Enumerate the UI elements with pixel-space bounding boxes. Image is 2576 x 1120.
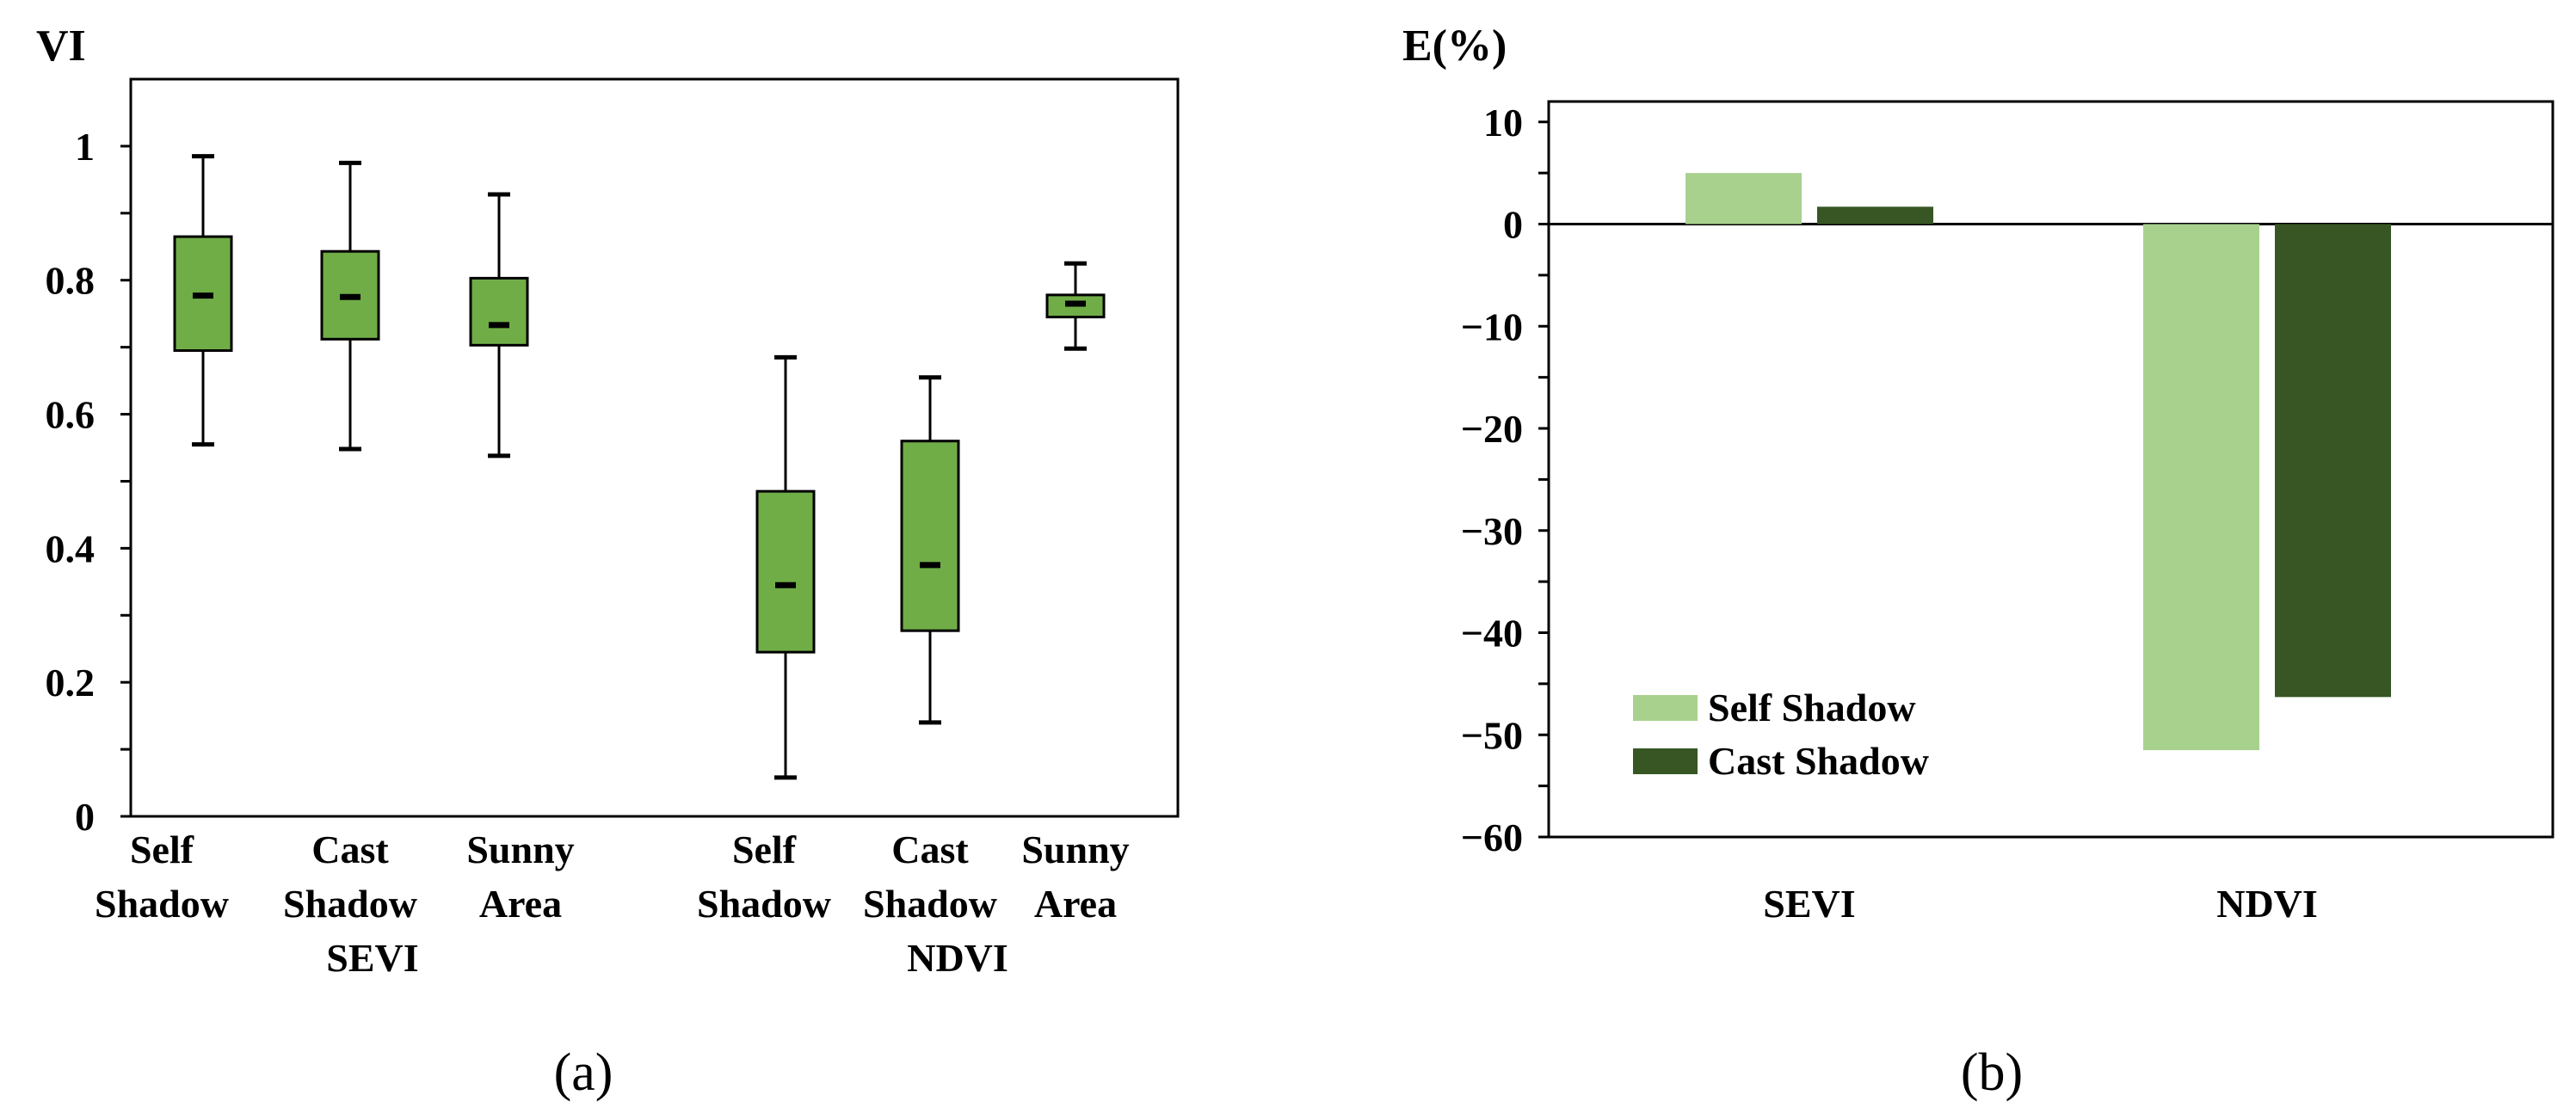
panel-a-y-tick-label: 0.6: [46, 393, 96, 437]
panel-a-x-tick-label: Self Shadow: [95, 828, 229, 926]
panel-a-caption: (a): [554, 1043, 613, 1102]
panel-b-y-tick-label: −20: [1461, 407, 1523, 451]
box-iqr: [1045, 293, 1106, 319]
box-ndvi-cast-shadow: [900, 375, 960, 725]
panel-a-y-tick-label: 0.2: [46, 661, 96, 705]
panel-b-y-tick-label: −30: [1461, 509, 1523, 553]
panel-b-y-tick-label: −50: [1461, 713, 1523, 757]
bar-ndvi-self-shadow: [2143, 224, 2259, 751]
panel-a-x-tick-label: Cast Shadow: [863, 828, 997, 926]
panel-b-legend: Self Shadow Cast Shadow: [1633, 686, 1929, 783]
panel-a-x-tick-label: Cast Shadow: [283, 828, 417, 926]
legend-label-self-shadow: Self Shadow: [1708, 686, 1916, 729]
box-ndvi-self-shadow: [755, 354, 816, 780]
panel-a-y-tick-label: 0.4: [46, 526, 96, 570]
panel-b-y-tick-label: 10: [1483, 101, 1523, 145]
panel-b-ylabel: E(%): [1402, 22, 1507, 71]
panel-b-y-tick-label: −40: [1461, 612, 1523, 655]
panel-a-boxes: [173, 154, 1106, 780]
panel-b-y-tick-label: 0: [1503, 203, 1523, 247]
bar-sevi-self-shadow: [1685, 173, 1802, 225]
panel-b-bars: [1685, 173, 2391, 751]
legend-swatch-self-shadow: [1633, 695, 1698, 721]
legend-label-cast-shadow: Cast Shadow: [1708, 739, 1929, 783]
panel-b-bar-chart: E(%) 10 0 −10 −20 −30 −40 −50 −60 SEVI NDVI Self…: [1402, 22, 2554, 1102]
panel-a-group-label: NDVI: [907, 936, 1008, 980]
panel-b-plot-frame: [1547, 100, 2554, 839]
panel-b-x-tick-label: NDVI: [2216, 882, 2318, 926]
panel-b-y-tick-label: −60: [1461, 815, 1523, 859]
panel-b-y-tick-label: −10: [1461, 305, 1523, 348]
box-sevi-cast-shadow: [320, 160, 380, 452]
box-sevi-self-shadow: [173, 154, 233, 447]
bar-ndvi-cast-shadow: [2275, 224, 2391, 698]
panel-a-x-tick-label: Self Shadow: [697, 828, 831, 926]
panel-b-x-tick-label: SEVI: [1763, 882, 1855, 926]
box-iqr: [469, 276, 529, 347]
panel-a-y-tick-label: 0.8: [46, 259, 96, 303]
panel-a-plot-frame: [129, 77, 1180, 818]
box-iqr: [755, 489, 816, 654]
panel-b-x-axis: SEVI NDVI: [1763, 882, 2317, 926]
box-iqr: [900, 440, 960, 632]
box-ndvi-sunny-area: [1045, 261, 1106, 351]
panel-a-x-tick-label: Sunny Area: [466, 828, 574, 926]
panel-a-y-axis: 0 0.2 0.4 0.6 0.8 1: [46, 125, 131, 839]
panel-a-y-tick-label: 0: [75, 795, 95, 839]
panel-a-ylabel: VI: [36, 22, 86, 71]
panel-a-y-tick-label: 1: [75, 125, 95, 169]
panel-a-group-label: SEVI: [326, 936, 418, 980]
box-sevi-sunny-area: [469, 192, 529, 458]
bar-sevi-cast-shadow: [1817, 206, 1933, 225]
panel-b-y-axis: 10 0 −10 −20 −30 −40 −50 −60: [1461, 101, 1549, 859]
legend-swatch-cast-shadow: [1633, 748, 1698, 774]
panel-b-caption: (b): [1961, 1043, 2023, 1102]
panel-a-x-tick-label: Sunny Area: [1021, 828, 1129, 926]
